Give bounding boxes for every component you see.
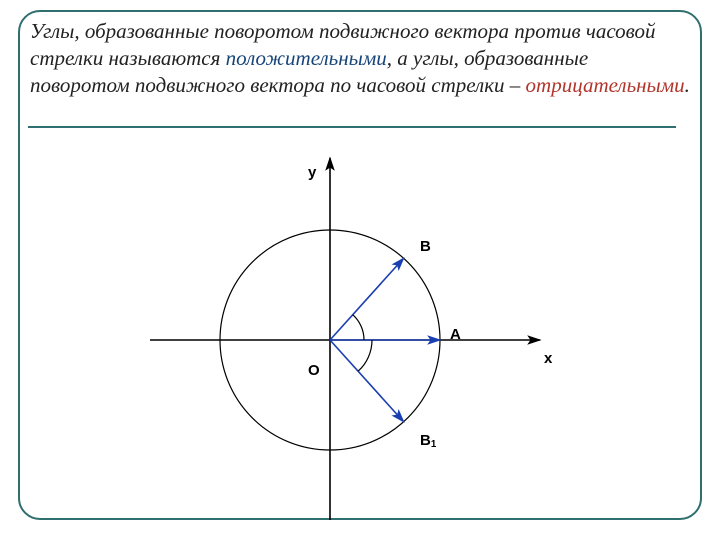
label-A: А — [450, 326, 461, 343]
text-underline — [28, 126, 676, 128]
label-B1-main: В — [420, 432, 431, 449]
label-B1: В1 — [420, 432, 436, 449]
label-x: х — [544, 350, 552, 367]
label-O: О — [308, 362, 320, 379]
label-B: В — [420, 238, 431, 255]
definition-text: Углы, образованные поворотом подвижного … — [30, 18, 690, 99]
label-y: у — [308, 164, 316, 181]
text-positive: положительными — [226, 46, 387, 70]
text-negative: отрицательными — [526, 73, 685, 97]
unit-circle-diagram: х у О А В В1 — [120, 150, 600, 530]
diagram-svg — [120, 150, 600, 530]
label-B1-sub: 1 — [431, 439, 436, 450]
text-tail: . — [685, 73, 690, 97]
